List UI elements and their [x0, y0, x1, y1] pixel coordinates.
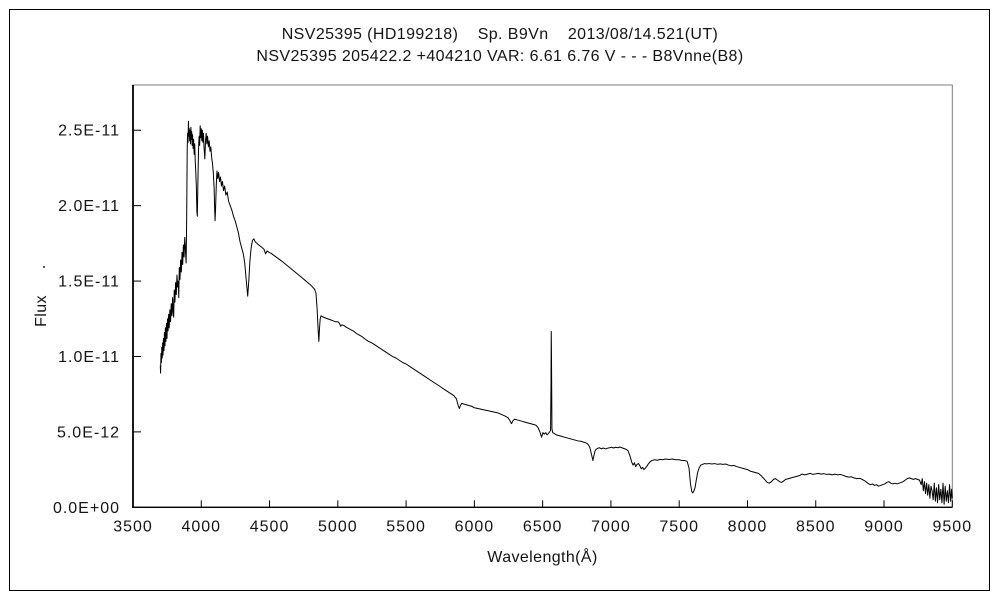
stray-dot: [43, 266, 45, 268]
x-tick-label: 9500: [933, 518, 973, 535]
x-tick-label: 8000: [728, 518, 768, 535]
y-tick-label: 1.0E-11: [58, 349, 120, 366]
flux-spectrum-curve: [159, 120, 953, 505]
y-tick-label: 0.0E+00: [53, 500, 120, 517]
x-axis-title: Wavelength(Å): [487, 549, 598, 566]
y-tick-label: 2.5E-11: [58, 123, 120, 140]
chart-title-line1: NSV25395 (HD199218) Sp. B9Vn 2013/08/14.…: [281, 26, 719, 43]
chart-title-line2: NSV25395 205422.2 +404210 VAR: 6.61 6.76…: [256, 48, 744, 65]
x-tick-label: 6000: [455, 518, 495, 535]
x-tick-label: 7500: [659, 518, 699, 535]
y-tick-label: 1.5E-11: [58, 274, 120, 291]
x-tick-label: 3500: [113, 518, 153, 535]
x-tick-label: 8500: [796, 518, 836, 535]
y-tick-label: 2.0E-11: [58, 198, 120, 215]
x-tick-label: 6500: [523, 518, 563, 535]
plot-frame: [132, 84, 953, 508]
x-tick-label: 5500: [386, 518, 426, 535]
x-tick-label: 4000: [181, 518, 221, 535]
x-tick-label: 7000: [591, 518, 631, 535]
x-tick-label: 9000: [864, 518, 904, 535]
x-tick-label: 5000: [318, 518, 358, 535]
x-tick-label: 4500: [250, 518, 290, 535]
y-tick-label: 5.0E-12: [57, 424, 120, 441]
y-axis-title: Flux: [33, 295, 50, 327]
